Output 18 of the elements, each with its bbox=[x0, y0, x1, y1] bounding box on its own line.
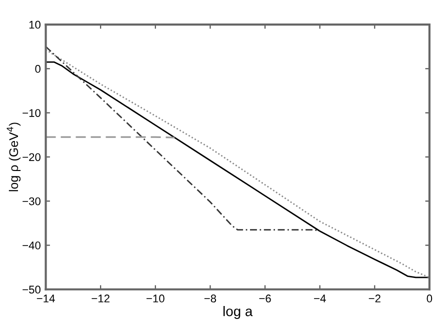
x-tick-label: −10 bbox=[146, 294, 164, 302]
line-series bbox=[46, 46, 321, 232]
x-tick-label: −2 bbox=[368, 294, 380, 302]
y-tick-label: −50 bbox=[22, 286, 40, 294]
y-tick-label: −20 bbox=[22, 153, 40, 162]
y-axis-title: log ρ (GeV$^{4}$) bbox=[6, 122, 21, 192]
y-tick-label: −30 bbox=[22, 197, 40, 206]
y-tick-label: −10 bbox=[22, 109, 40, 117]
x-axis-title: log a bbox=[224, 306, 253, 319]
x-tick-label: −6 bbox=[259, 294, 271, 302]
x-tick-label: 0 bbox=[426, 294, 432, 302]
y-tick-label: −40 bbox=[22, 242, 40, 250]
x-tick-label: −14 bbox=[36, 294, 55, 302]
x-tick-label: −12 bbox=[92, 294, 110, 302]
y-tick-label: 10 bbox=[29, 20, 40, 29]
x-tick-label: −8 bbox=[204, 294, 216, 302]
x-tick-label: −4 bbox=[314, 294, 326, 302]
y-tick-label: 0 bbox=[35, 64, 40, 73]
